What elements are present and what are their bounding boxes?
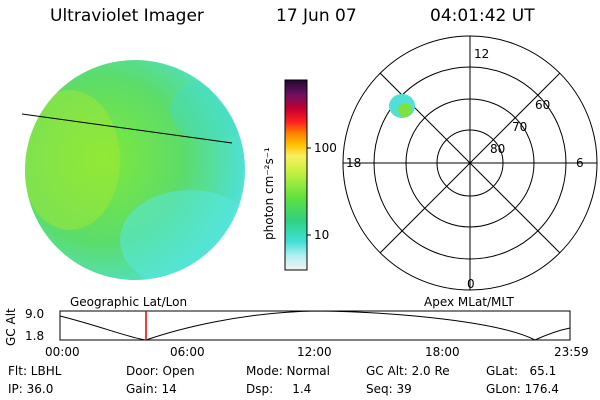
date-label: 17 Jun 07 — [276, 6, 357, 26]
orbit-ytick-max: 9.0 — [25, 307, 45, 321]
mlt-label-18: 18 — [346, 156, 362, 170]
orbit-ylabel: GC Alt — [4, 308, 18, 346]
info-flt: Flt: LBHL — [8, 364, 62, 378]
info-glat: GLat: 65.1 — [486, 364, 557, 378]
info-ip: IP: 36.0 — [8, 382, 54, 396]
info-gcalt: GC Alt: 2.0 Re — [366, 364, 450, 378]
lat-label-80: 80 — [490, 142, 506, 156]
colorbar-tick-10: 10 — [314, 228, 330, 242]
polar-plot — [342, 35, 598, 291]
lat-label-70: 70 — [512, 120, 528, 134]
orbit-xtick-0600: 06:00 — [170, 345, 205, 359]
lat-label-60: 60 — [535, 98, 551, 112]
orbit-xtick-2359: 23:59 — [554, 345, 589, 359]
colorbar-unit-label: photon cm⁻²s⁻¹ — [262, 147, 276, 240]
info-gain: Gain: 14 — [126, 382, 177, 396]
geographic-label: Geographic Lat/Lon — [70, 295, 188, 309]
info-seq: Seq: 39 — [366, 382, 412, 396]
mlt-label-12: 12 — [474, 47, 490, 61]
info-mode: Mode: Normal — [246, 364, 330, 378]
info-glon: GLon: 176.4 — [486, 382, 559, 396]
instrument-title: Ultraviolet Imager — [50, 6, 204, 26]
orbit-xtick-0000: 00:00 — [45, 345, 80, 359]
orbit-xtick-1800: 18:00 — [425, 345, 460, 359]
aurora-spot — [389, 94, 415, 118]
colorbar-tick-100: 100 — [314, 141, 337, 155]
time-label: 04:01:42 UT — [430, 6, 535, 26]
orbit-xtick-1200: 12:00 — [297, 345, 332, 359]
info-door: Door: Open — [126, 364, 195, 378]
info-dsp: Dsp: 1.4 — [246, 382, 312, 396]
apex-label: Apex MLat/MLT — [424, 295, 514, 309]
terminator-line — [21, 113, 233, 144]
orbit-ytick-min: 1.8 — [25, 329, 45, 343]
colorbar — [284, 79, 308, 271]
mlt-label-6: 6 — [576, 156, 584, 170]
orbit-plot — [59, 310, 571, 341]
mlt-label-0: 0 — [467, 277, 475, 291]
uv-earth-image — [25, 60, 245, 280]
